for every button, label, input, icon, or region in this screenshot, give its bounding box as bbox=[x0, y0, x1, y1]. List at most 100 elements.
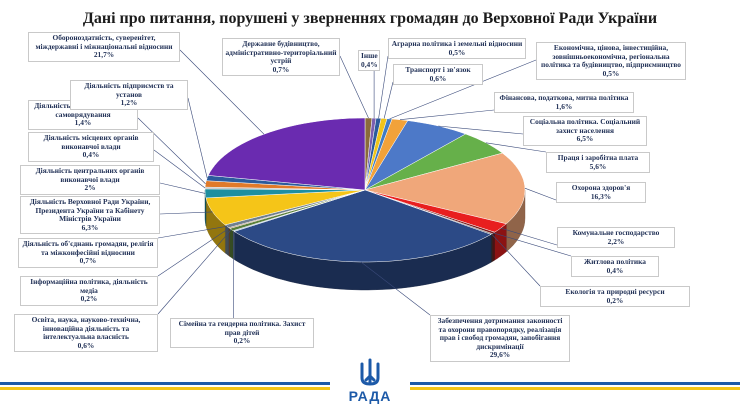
slice-label-text: Діяльність центральних органів виконавчо… bbox=[35, 166, 145, 184]
leader-line bbox=[524, 187, 557, 201]
slice-label-value: 0,5% bbox=[448, 47, 466, 57]
slice-label: Комунальне господарство 2,2% bbox=[557, 227, 675, 249]
slice-label: Соціальна політика. Соціальний захист на… bbox=[523, 116, 647, 146]
footer-stripe-yellow-left bbox=[0, 387, 330, 390]
pie-top-faces bbox=[204, 117, 526, 263]
slice-label-value: 2,2% bbox=[607, 236, 625, 246]
leader-line bbox=[438, 125, 524, 135]
slice-label-value: 0,2% bbox=[80, 294, 98, 304]
slice-label-value: 0,7% bbox=[272, 64, 290, 74]
leader-line bbox=[153, 149, 206, 189]
slice-label-value: 6,5% bbox=[576, 134, 594, 144]
leader-line bbox=[500, 227, 558, 246]
slice-label: Праця і заробітна плата 5,6% bbox=[546, 152, 650, 174]
slice-label-value: 16,3% bbox=[590, 191, 612, 201]
slice-label-text: Економічна, цінова, інвестиційна, зовніш… bbox=[540, 43, 681, 70]
footer-stripe-blue-left bbox=[0, 382, 330, 385]
leader-line bbox=[399, 109, 495, 120]
slice-label: Транспорт і зв'язок 0,6% bbox=[393, 64, 483, 86]
leader-line bbox=[157, 226, 227, 239]
leader-line bbox=[137, 117, 206, 185]
slice-label: Екологія та природні ресурси 0,2% bbox=[540, 286, 690, 308]
pie-slice bbox=[364, 152, 526, 225]
chart-title: Дані про питання, порушені у зверненнях … bbox=[82, 10, 658, 27]
leader-line bbox=[339, 55, 369, 119]
leader-line bbox=[389, 59, 537, 120]
leader-line bbox=[383, 81, 394, 119]
leader-line bbox=[159, 211, 213, 215]
leader-line bbox=[157, 229, 232, 315]
slice-label-value: 6,3% bbox=[81, 222, 99, 232]
slice-label: Охорона здоров'я 16,3% bbox=[556, 182, 646, 204]
leader-line bbox=[179, 49, 265, 135]
rada-logo: РАДА bbox=[340, 358, 400, 414]
leader-line bbox=[485, 142, 547, 153]
slice-label: Житлова політика 0,4% bbox=[571, 256, 659, 278]
leader-line bbox=[491, 233, 541, 287]
slice-label-text: Фінансова, податкова, митна політика bbox=[499, 93, 629, 102]
slice-label-text: Інформаційна політика, діяльність медіа bbox=[30, 277, 148, 295]
slice-label-value: 0,4% bbox=[82, 150, 100, 160]
slice-label-text: Транспорт і зв'язок bbox=[405, 65, 471, 74]
slice-label-value: 0,7% bbox=[79, 256, 97, 266]
slice-label-text: Соціальна політика. Соціальний захист на… bbox=[529, 117, 641, 135]
slice-label-value: 5,6% bbox=[589, 161, 607, 171]
slice-label-value: 0,4% bbox=[361, 59, 378, 69]
slice-label-text: Житлова політика bbox=[584, 257, 646, 266]
slice-label-text: Освіта, наука, науково-технічна, інновац… bbox=[31, 315, 141, 342]
slice-label: Фінансова, податкова, митна політика 1,6% bbox=[494, 92, 634, 114]
slice-label-value: 2% bbox=[84, 183, 96, 193]
pie-slice bbox=[364, 120, 467, 191]
slice-label-text: Аграрна політика і земельні відносини bbox=[391, 39, 523, 48]
slice-label: Інше 0,4% bbox=[358, 50, 380, 72]
leader-line bbox=[159, 182, 206, 194]
slice-label-value: 29,6% bbox=[489, 350, 511, 360]
slice-label-value: 0,6% bbox=[429, 73, 447, 83]
slice-label-value: 1,4% bbox=[74, 118, 92, 128]
leader-line bbox=[157, 227, 230, 277]
slice-label-text: Екологія та природні ресурси bbox=[565, 287, 665, 296]
leader-lines bbox=[137, 49, 572, 318]
pie-slice-side bbox=[229, 228, 234, 259]
slice-label-text: Охорона здоров'я bbox=[571, 183, 631, 192]
slice-label-text: Забезпечення дотримання законності та ох… bbox=[437, 316, 563, 351]
slice-label-value: 0,2% bbox=[606, 295, 624, 305]
slice-label-text: Сімейна та гендерна політика. Захист пра… bbox=[178, 319, 306, 337]
slice-label: Освіта, наука, науково-технічна, інновац… bbox=[14, 314, 158, 353]
trident-icon bbox=[360, 358, 380, 386]
slice-label-text: Інше bbox=[361, 51, 378, 60]
slice-label-text: Державне будівництво, адміністративно-те… bbox=[225, 39, 337, 66]
slice-label: Діяльність місцевих органів виконавчої в… bbox=[28, 132, 154, 162]
slice-label-value: 1,6% bbox=[555, 101, 573, 111]
slice-label-text: Діяльність Верховної Ради України, Прези… bbox=[29, 197, 151, 224]
slice-label: Обороноздатність, суверенітет, міждержав… bbox=[28, 32, 180, 62]
slice-label: Сімейна та гендерна політика. Захист пра… bbox=[170, 318, 314, 348]
slice-label-value: 0,4% bbox=[606, 265, 624, 275]
leader-line bbox=[187, 97, 208, 179]
slice-label-text: Діяльність підприємств та установ bbox=[84, 81, 174, 99]
slice-label-value: 0,6% bbox=[77, 340, 95, 350]
slice-label: Державне будівництво, адміністративно-те… bbox=[222, 38, 340, 77]
slice-label: Аграрна політика і земельні відносини 0,5… bbox=[388, 38, 526, 60]
slice-label-text: Діяльність об'єднань громадян, релігія т… bbox=[22, 239, 154, 257]
slice-label: Економічна, цінова, інвестиційна, зовніш… bbox=[536, 42, 686, 81]
footer-stripe-blue-right bbox=[410, 382, 740, 385]
slice-label-value: 0,2% bbox=[233, 336, 251, 346]
slice-label: Інформаційна політика, діяльність медіа 0… bbox=[20, 276, 158, 306]
slice-label-text: Діяльність місцевих органів виконавчої в… bbox=[43, 133, 139, 151]
slice-label-text: Праця і заробітна плата bbox=[557, 153, 639, 162]
leader-line bbox=[378, 55, 389, 119]
footer-stripe-yellow-right bbox=[410, 387, 740, 390]
slice-label-value: 21,7% bbox=[93, 50, 115, 60]
slice-label: Діяльність Верховної Ради України, Прези… bbox=[20, 196, 160, 235]
slice-label-value: 1,2% bbox=[120, 98, 138, 108]
logo-text: РАДА bbox=[348, 388, 392, 404]
slice-label: Діяльність підприємств та установ 1,2% bbox=[70, 80, 188, 110]
slice-label: Забезпечення дотримання законності та ох… bbox=[430, 315, 570, 362]
slice-label-value: 0,5% bbox=[602, 68, 620, 78]
slice-label: Діяльність об'єднань громадян, релігія т… bbox=[18, 238, 158, 268]
leader-line bbox=[360, 261, 431, 316]
slice-label-text: Комунальне господарство bbox=[572, 228, 660, 237]
leader-line bbox=[493, 232, 572, 257]
